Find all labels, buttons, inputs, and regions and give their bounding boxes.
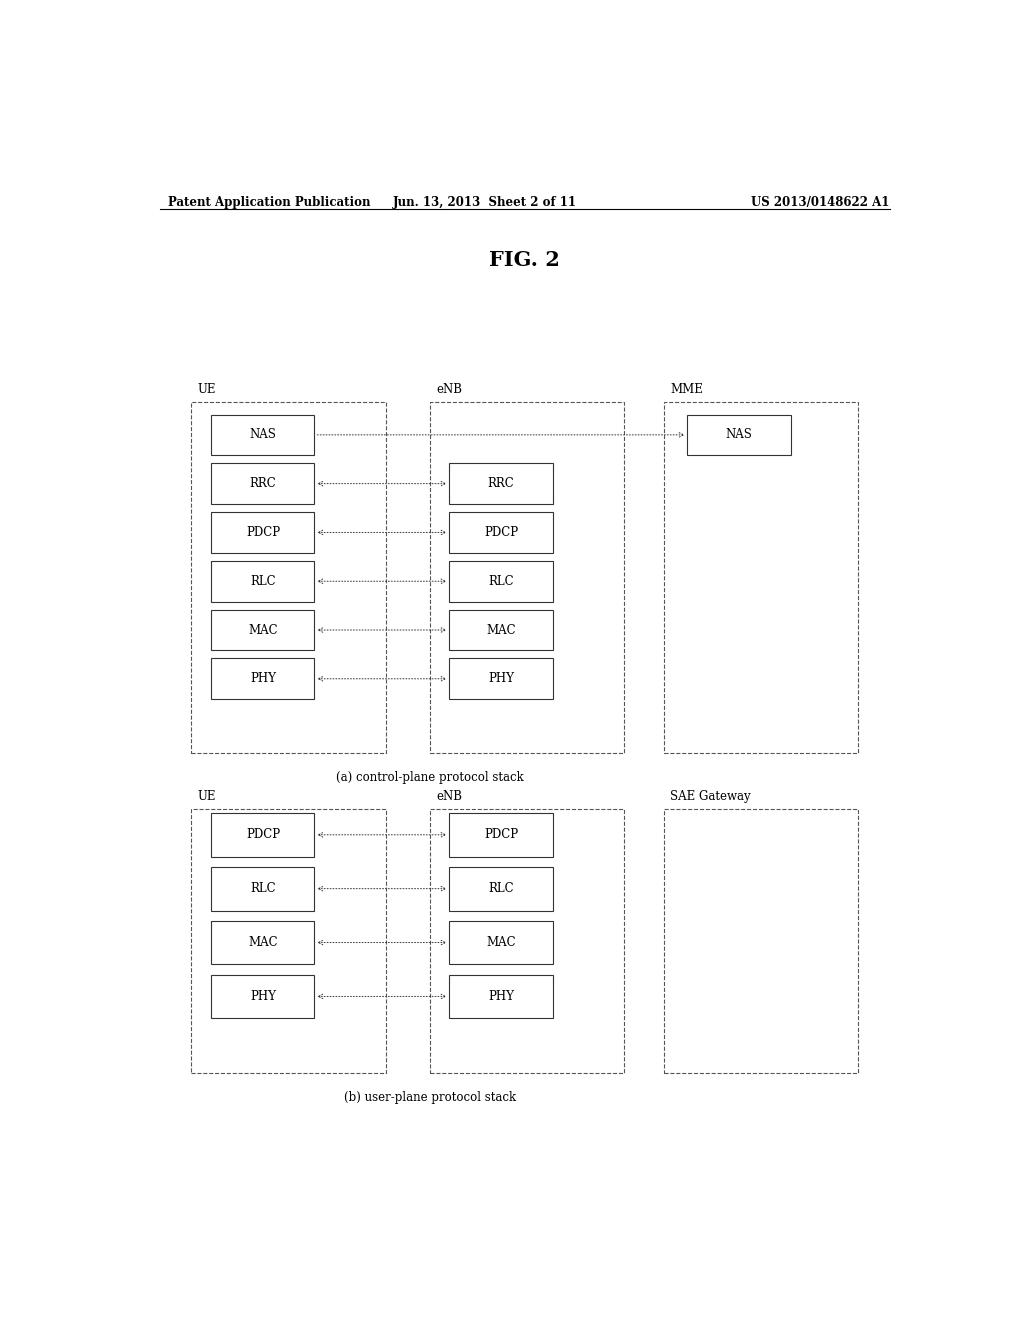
Bar bbox=[450, 867, 553, 911]
Text: RLC: RLC bbox=[250, 882, 275, 895]
Bar bbox=[430, 403, 624, 752]
Text: UE: UE bbox=[198, 789, 216, 803]
Bar bbox=[450, 610, 553, 651]
Bar bbox=[191, 809, 386, 1073]
Bar bbox=[211, 561, 314, 602]
Text: PDCP: PDCP bbox=[246, 525, 280, 539]
Bar bbox=[211, 974, 314, 1018]
Bar bbox=[211, 414, 314, 455]
Text: PHY: PHY bbox=[488, 990, 514, 1003]
Text: PDCP: PDCP bbox=[246, 829, 280, 841]
Text: PDCP: PDCP bbox=[484, 525, 518, 539]
Bar bbox=[430, 809, 624, 1073]
Bar bbox=[687, 414, 791, 455]
Bar bbox=[450, 512, 553, 553]
Bar bbox=[211, 512, 314, 553]
Bar bbox=[450, 813, 553, 857]
Text: PDCP: PDCP bbox=[484, 829, 518, 841]
Bar bbox=[211, 813, 314, 857]
Text: UE: UE bbox=[198, 383, 216, 396]
Bar bbox=[450, 463, 553, 504]
Bar bbox=[211, 610, 314, 651]
Text: MME: MME bbox=[670, 383, 702, 396]
Text: FIG. 2: FIG. 2 bbox=[489, 249, 560, 269]
Text: US 2013/0148622 A1: US 2013/0148622 A1 bbox=[752, 195, 890, 209]
Bar bbox=[450, 659, 553, 700]
Text: RLC: RLC bbox=[488, 882, 514, 895]
Text: eNB: eNB bbox=[436, 383, 462, 396]
Text: NAS: NAS bbox=[250, 429, 276, 441]
Text: (a) control-plane protocol stack: (a) control-plane protocol stack bbox=[336, 771, 523, 784]
Bar bbox=[664, 403, 858, 752]
Text: Jun. 13, 2013  Sheet 2 of 11: Jun. 13, 2013 Sheet 2 of 11 bbox=[393, 195, 578, 209]
Text: PHY: PHY bbox=[488, 672, 514, 685]
Text: (b) user-plane protocol stack: (b) user-plane protocol stack bbox=[343, 1092, 516, 1105]
Text: RLC: RLC bbox=[250, 574, 275, 587]
Text: eNB: eNB bbox=[436, 789, 462, 803]
Text: PHY: PHY bbox=[250, 672, 275, 685]
Bar bbox=[211, 867, 314, 911]
Bar bbox=[211, 659, 314, 700]
Text: PHY: PHY bbox=[250, 990, 275, 1003]
Bar bbox=[450, 974, 553, 1018]
Text: SAE Gateway: SAE Gateway bbox=[670, 789, 751, 803]
Bar bbox=[191, 403, 386, 752]
Bar bbox=[450, 921, 553, 965]
Bar bbox=[211, 921, 314, 965]
Text: RRC: RRC bbox=[250, 477, 276, 490]
Text: NAS: NAS bbox=[726, 429, 753, 441]
Bar bbox=[211, 463, 314, 504]
Text: RLC: RLC bbox=[488, 574, 514, 587]
Bar bbox=[450, 561, 553, 602]
Text: MAC: MAC bbox=[486, 623, 516, 636]
Text: MAC: MAC bbox=[248, 623, 278, 636]
Bar bbox=[664, 809, 858, 1073]
Text: RRC: RRC bbox=[487, 477, 514, 490]
Text: MAC: MAC bbox=[486, 936, 516, 949]
Text: Patent Application Publication: Patent Application Publication bbox=[168, 195, 371, 209]
Text: MAC: MAC bbox=[248, 936, 278, 949]
